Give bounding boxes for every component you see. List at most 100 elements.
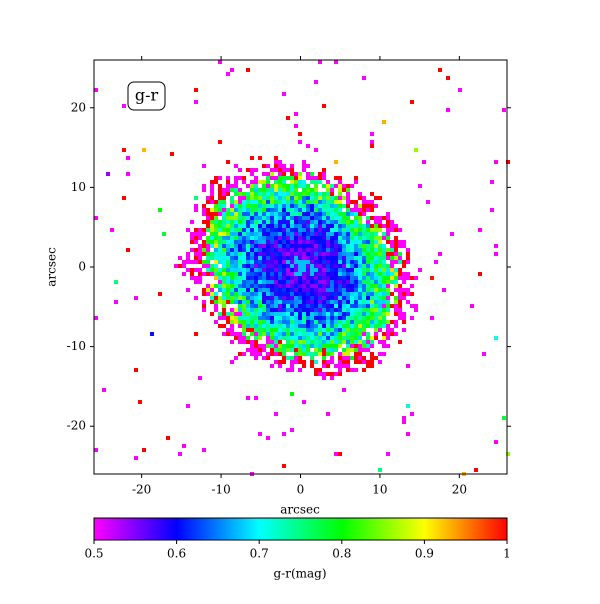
- image-pixel: [378, 236, 382, 240]
- image-pixel: [222, 192, 226, 196]
- image-pixel: [190, 260, 194, 264]
- image-pixel: [294, 208, 298, 212]
- image-pixel: [298, 200, 302, 204]
- image-pixel: [346, 276, 350, 280]
- image-pixel: [302, 312, 306, 316]
- image-pixel: [330, 304, 334, 308]
- image-pixel: [234, 276, 238, 280]
- image-pixel: [282, 208, 286, 212]
- image-pixel: [382, 324, 386, 328]
- image-pixel: [202, 288, 206, 292]
- image-pixel: [206, 260, 210, 264]
- image-pixel: [358, 192, 362, 196]
- image-pixel: [278, 300, 282, 304]
- image-pixel: [330, 272, 334, 276]
- image-pixel: [334, 264, 338, 268]
- image-pixel: [294, 176, 298, 180]
- image-pixel: [306, 240, 310, 244]
- image-pixel: [242, 176, 246, 180]
- image-pixel: [358, 240, 362, 244]
- image-pixel: [378, 340, 382, 344]
- image-pixel: [318, 344, 322, 348]
- image-pixel: [402, 316, 406, 320]
- image-pixel: [290, 332, 294, 336]
- image-pixel: [218, 284, 222, 288]
- image-pixel: [310, 260, 314, 264]
- image-pixel: [246, 68, 250, 72]
- image-pixel: [378, 240, 382, 244]
- image-pixel: [314, 304, 318, 308]
- image-pixel: [274, 176, 278, 180]
- image-pixel: [218, 280, 222, 284]
- image-pixel: [350, 320, 354, 324]
- image-pixel: [282, 240, 286, 244]
- image-pixel: [362, 244, 366, 248]
- image-pixel: [250, 332, 254, 336]
- image-pixel: [338, 316, 342, 320]
- image-pixel: [206, 228, 210, 232]
- image-pixel: [350, 328, 354, 332]
- image-pixel: [322, 252, 326, 256]
- image-pixel: [258, 348, 262, 352]
- image-pixel: [230, 272, 234, 276]
- image-pixel: [258, 292, 262, 296]
- image-pixel: [194, 100, 198, 104]
- image-pixel: [282, 260, 286, 264]
- image-pixel: [378, 280, 382, 284]
- image-pixel: [214, 320, 218, 324]
- image-pixel: [366, 276, 370, 280]
- image-pixel: [210, 184, 214, 188]
- image-pixel: [226, 312, 230, 316]
- image-pixel: [190, 240, 194, 244]
- image-pixel: [378, 300, 382, 304]
- image-pixel: [346, 248, 350, 252]
- image-pixel: [302, 340, 306, 344]
- y-tick-label: -10: [67, 339, 86, 353]
- image-pixel: [342, 244, 346, 248]
- image-pixel: [350, 344, 354, 348]
- image-pixel: [390, 256, 394, 260]
- image-pixel: [202, 260, 206, 264]
- image-pixel: [254, 288, 258, 292]
- image-pixel: [266, 256, 270, 260]
- image-pixel: [282, 324, 286, 328]
- image-pixel: [330, 188, 334, 192]
- image-pixel: [210, 216, 214, 220]
- image-pixel: [290, 348, 294, 352]
- image-pixel: [270, 204, 274, 208]
- image-pixel: [262, 232, 266, 236]
- image-pixel: [258, 432, 262, 436]
- image-pixel: [250, 264, 254, 268]
- image-pixel: [254, 220, 258, 224]
- image-pixel: [294, 312, 298, 316]
- image-pixel: [346, 256, 350, 260]
- image-pixel: [342, 304, 346, 308]
- image-pixel: [318, 308, 322, 312]
- image-pixel: [278, 308, 282, 312]
- image-pixel: [390, 328, 394, 332]
- image-pixel: [334, 220, 338, 224]
- image-pixel: [366, 208, 370, 212]
- image-pixel: [402, 260, 406, 264]
- image-pixel: [298, 348, 302, 352]
- image-pixel: [342, 196, 346, 200]
- image-pixel: [202, 228, 206, 232]
- image-pixel: [262, 344, 266, 348]
- image-pixel: [314, 252, 318, 256]
- image-pixel: [330, 312, 334, 316]
- image-pixel: [294, 336, 298, 340]
- image-pixel: [298, 336, 302, 340]
- image-pixel: [258, 240, 262, 244]
- image-pixel: [286, 176, 290, 180]
- image-pixel: [230, 332, 234, 336]
- image-pixel: [382, 296, 386, 300]
- image-pixel: [270, 224, 274, 228]
- image-pixel: [314, 368, 318, 372]
- image-pixel: [334, 176, 338, 180]
- image-pixel: [230, 320, 234, 324]
- image-pixel: [374, 328, 378, 332]
- image-pixel: [214, 232, 218, 236]
- image-pixel: [266, 196, 270, 200]
- image-pixel: [282, 228, 286, 232]
- image-pixel: [234, 216, 238, 220]
